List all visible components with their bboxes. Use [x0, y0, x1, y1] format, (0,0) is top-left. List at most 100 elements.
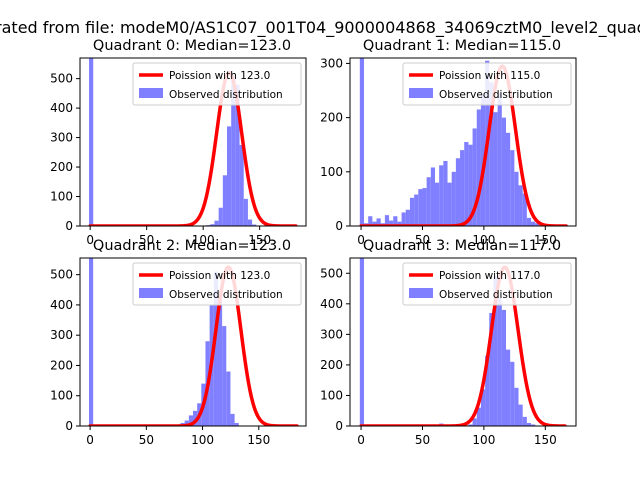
histogram-bar: [226, 371, 231, 426]
histogram-bar: [443, 160, 448, 226]
histogram-bar: [510, 361, 515, 426]
poisson-curve: [88, 70, 298, 226]
histogram-bar: [384, 215, 390, 226]
legend-label-observed: Observed distribution: [439, 89, 553, 101]
x-tick-label: 0: [86, 433, 94, 447]
histogram-bar: [376, 218, 381, 226]
y-tick-label: 500: [50, 268, 73, 282]
y-tick-label: 0: [65, 219, 73, 233]
histogram-bar: [531, 221, 536, 226]
histogram-bar: [422, 188, 427, 226]
histogram-bar: [359, 58, 365, 226]
histogram-bar: [401, 212, 406, 226]
histogram-bar: [252, 224, 257, 226]
histogram-bar: [472, 128, 477, 226]
subplot-title: Quadrant 3: Median=117.0: [363, 238, 561, 254]
axes-frame: [349, 57, 577, 227]
histogram-bar: [468, 144, 473, 226]
histogram-bar: [227, 126, 232, 226]
y-tick-label: 400: [320, 297, 343, 311]
x-tick-label: 100: [192, 233, 215, 247]
histogram-bar: [188, 415, 193, 426]
subplot-quadrant-0: Quadrant 0: Median=123.0 0 50 100 150 0 100 20…: [50, 38, 307, 247]
histogram-bar: [497, 297, 502, 426]
y-tick-label: 400: [50, 298, 73, 312]
legend-label-poisson: Poission with 117.0: [439, 270, 540, 282]
histogram-bar: [489, 312, 494, 426]
histogram-bar: [231, 75, 236, 226]
histogram-bar: [218, 207, 223, 226]
x-tick-label: 150: [248, 233, 271, 247]
y-tick-label: 300: [50, 131, 73, 145]
y-tick-label: 200: [50, 358, 73, 372]
histogram-bar: [239, 144, 244, 226]
histogram-bar: [493, 112, 498, 226]
histogram-bar: [368, 216, 373, 226]
histogram-bar: [235, 84, 240, 226]
y-tick-label: 100: [50, 190, 73, 204]
y-tick-label: 500: [320, 266, 343, 280]
histogram-bar: [426, 177, 431, 226]
y-tick-label: 0: [335, 219, 343, 233]
legend: Poission with 123.0 Observed distribution: [132, 262, 302, 306]
legend-bar-swatch: [139, 88, 163, 98]
histogram-bar: [476, 407, 481, 426]
histogram-bar: [476, 109, 481, 226]
histogram-bar: [89, 258, 94, 426]
histogram-bar: [372, 221, 377, 226]
legend-label-observed: Observed distribution: [169, 89, 283, 101]
x-tick-label: 100: [191, 433, 214, 447]
legend-label-observed: Observed distribution: [439, 289, 553, 301]
y-tick-label: 200: [320, 358, 343, 372]
histogram-bar: [518, 185, 523, 226]
legend-box: [132, 62, 302, 106]
histogram-bar: [451, 171, 456, 226]
x-tick-label: 150: [534, 433, 557, 447]
histogram-bar: [510, 150, 515, 226]
histogram-bar: [222, 175, 228, 226]
legend-label-poisson: Poission with 115.0: [439, 70, 540, 82]
histogram-bar: [460, 150, 465, 226]
histogram-bar: [485, 355, 490, 426]
histogram-bar: [468, 424, 473, 426]
histogram-bar: [389, 220, 394, 226]
histogram-bar: [514, 171, 519, 226]
legend-box: [402, 62, 572, 106]
poisson-curve: [88, 265, 299, 426]
legend-bar-swatch: [409, 88, 433, 98]
plot-area: [88, 258, 299, 426]
x-tick-label: 50: [415, 433, 430, 447]
y-tick-label: 200: [320, 111, 343, 125]
y-tick-label: 300: [320, 327, 343, 341]
y-tick-label: 0: [335, 419, 343, 433]
histogram-bar: [397, 221, 402, 226]
histogram-bar: [430, 167, 435, 226]
poisson-curve: [359, 64, 568, 226]
subplot-title: Quadrant 0: Median=123.0: [93, 38, 291, 54]
histogram-bar: [243, 198, 248, 226]
x-tick-label: 0: [86, 233, 94, 247]
histogram-bar: [230, 413, 235, 426]
histogram-bar: [497, 93, 502, 226]
legend-label-observed: Observed distribution: [169, 289, 283, 301]
histogram-bar: [405, 209, 410, 226]
subplot-quadrant-2: Quadrant 2: Median=123.0 0 50 100 150 0 100 20…: [50, 238, 307, 447]
x-tick-label: 50: [139, 233, 154, 247]
plot-area: [359, 258, 567, 426]
axes-frame: [79, 257, 307, 427]
histogram-bar: [89, 58, 94, 226]
histogram-bar: [184, 420, 189, 426]
subplot-title: Quadrant 2: Median=123.0: [93, 238, 291, 254]
histogram-bar: [409, 197, 415, 226]
histogram-bar: [480, 389, 486, 426]
y-tick-label: 400: [50, 101, 73, 115]
histogram-bar: [472, 418, 477, 426]
y-tick-label: 0: [65, 419, 73, 433]
legend: Poission with 115.0 Observed distribution: [402, 62, 572, 106]
histogram-bar: [222, 326, 227, 426]
histogram-bar: [505, 132, 511, 226]
histogram-bar: [247, 219, 253, 226]
subplot-title: Quadrant 1: Median=115.0: [363, 38, 561, 54]
histogram-bar: [213, 271, 218, 426]
histogram-bar: [505, 349, 511, 426]
